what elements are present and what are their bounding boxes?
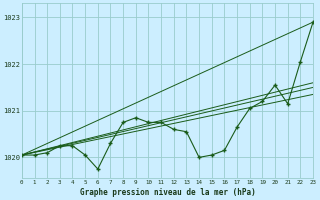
X-axis label: Graphe pression niveau de la mer (hPa): Graphe pression niveau de la mer (hPa)	[80, 188, 255, 197]
